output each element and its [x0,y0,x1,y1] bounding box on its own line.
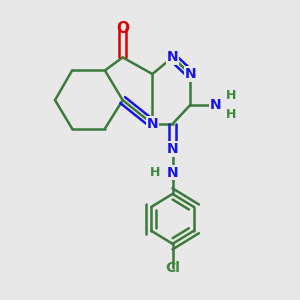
Text: N: N [167,142,178,156]
Text: H: H [226,89,236,102]
Text: H: H [150,166,161,179]
Text: N: N [209,98,221,112]
Text: H: H [226,108,236,121]
Text: N: N [147,117,158,131]
Text: O: O [116,21,129,36]
Text: Cl: Cl [165,260,180,274]
Text: N: N [167,166,178,180]
Text: N: N [184,67,196,81]
Text: N: N [167,50,178,64]
